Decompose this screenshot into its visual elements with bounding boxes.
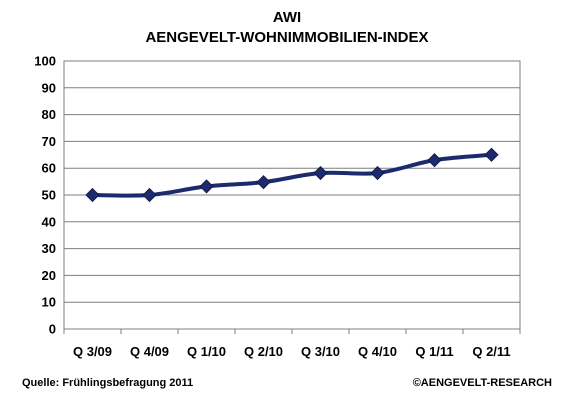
y-tick-label: 100 [34, 54, 56, 69]
copyright-note: ©AENGEVELT-RESEARCH [413, 377, 552, 389]
data-point-marker [484, 147, 499, 162]
x-tick-label: Q 3/10 [301, 344, 340, 359]
y-tick-label: 70 [42, 134, 56, 149]
x-tick-label: Q 4/10 [358, 344, 397, 359]
chart-subtitle: AENGEVELT-WOHNIMMOBILIEN-INDEX [145, 29, 428, 46]
y-tick-label: 60 [42, 161, 56, 176]
data-point-marker [142, 187, 157, 203]
y-tick-label: 90 [42, 80, 56, 95]
y-tick-label: 30 [42, 241, 56, 256]
x-tick-label: Q 1/10 [187, 344, 226, 359]
y-tick-label: 0 [49, 322, 56, 337]
y-tick-label: 40 [42, 214, 56, 229]
source-note: Quelle: Frühlingsbefragung 2011 [22, 377, 193, 389]
y-tick-label: 20 [42, 268, 56, 283]
data-point-marker [85, 187, 100, 203]
y-tick-label: 10 [42, 295, 56, 310]
x-tick-label: Q 3/09 [73, 344, 112, 359]
y-tick-label: 50 [42, 188, 56, 203]
data-point-marker [427, 153, 442, 168]
y-tick-label: 80 [42, 107, 56, 122]
x-tick-label: Q 4/09 [130, 344, 169, 359]
plot-area: 0 10 20 30 40 50 60 70 80 90 100 Q 3/09 Q 4/09 Q 1/10… [34, 54, 521, 359]
data-point-marker [313, 165, 328, 181]
x-tick-label: Q 1/11 [415, 344, 453, 359]
data-point-marker [256, 175, 271, 190]
x-tick-label: Q 2/11 [472, 344, 510, 359]
chart-title: AWI [273, 9, 301, 26]
data-point-marker [370, 165, 385, 181]
x-tick-label: Q 2/10 [244, 344, 283, 359]
data-point-marker [199, 179, 214, 194]
